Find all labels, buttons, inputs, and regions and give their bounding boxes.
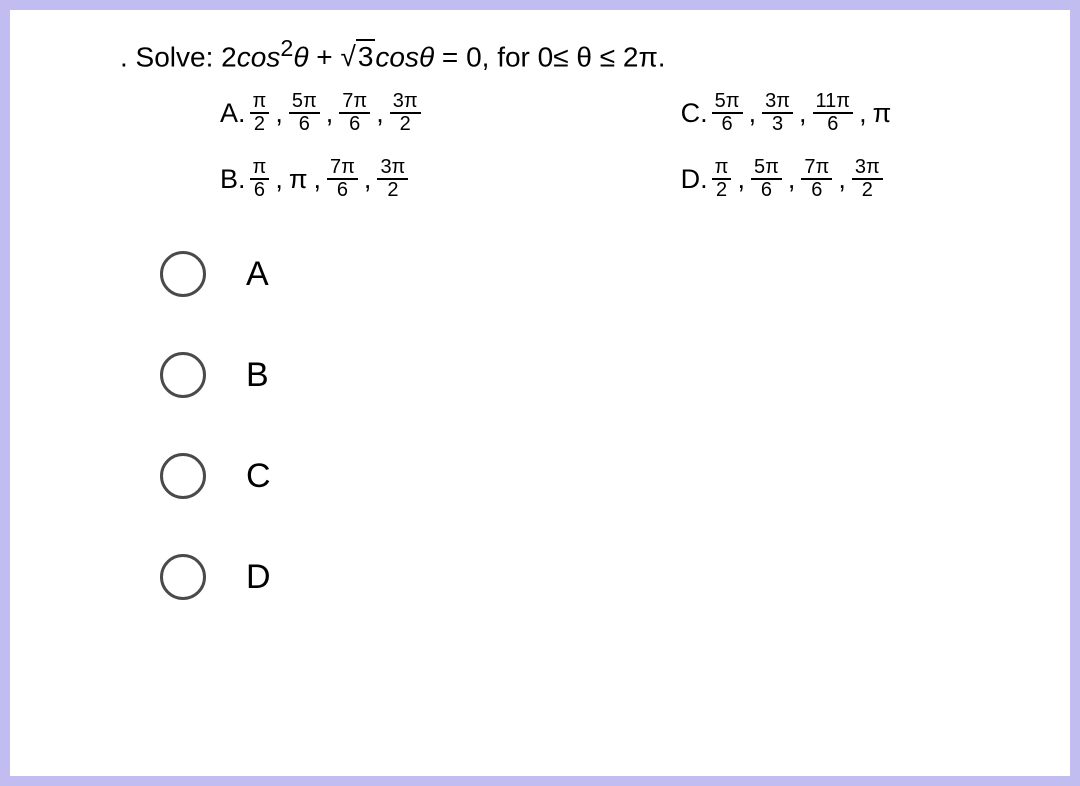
answer-grid: A.π2,5π6,7π6,3π2 B.π6,π,7π6,3π2 C.5π6,3π… (120, 91, 1010, 201)
q-term2: cosθ (375, 41, 434, 72)
q-domain: for 0≤ θ ≤ 2π. (497, 41, 665, 72)
option-label-c: C (246, 457, 271, 496)
sqrt-inner: 3 (356, 39, 376, 72)
radio-d[interactable] (160, 554, 206, 600)
choice-b: B.π6,π,7π6,3π2 (220, 157, 421, 201)
choice-c: C.5π6,3π3,11π6,π (681, 91, 892, 135)
choice-a: A.π2,5π6,7π6,3π2 (220, 91, 421, 135)
option-a[interactable]: A (160, 251, 1010, 297)
radio-a[interactable] (160, 251, 206, 297)
option-d[interactable]: D (160, 554, 1010, 600)
option-label-b: B (246, 356, 269, 395)
sqrt-symbol: √3 (340, 41, 375, 73)
option-b[interactable]: B (160, 352, 1010, 398)
choice-d: D.π2,5π6,7π6,3π2 (681, 157, 892, 201)
radio-b[interactable] (160, 352, 206, 398)
option-label-a: A (246, 255, 269, 294)
options-list: A B C D (120, 251, 1010, 600)
q-plus: + (309, 41, 341, 72)
q-coeff1: 2 (221, 41, 237, 72)
q-eqzero: = 0, (434, 41, 497, 72)
q-var1: θ (293, 41, 308, 72)
radio-c[interactable] (160, 453, 206, 499)
q-term1: cos (237, 41, 281, 72)
q-exp1: 2 (280, 35, 293, 61)
question-text: . Solve: 2cos2θ + √3cosθ = 0, for 0≤ θ ≤… (120, 35, 1010, 73)
answer-col-right: C.5π6,3π3,11π6,π D.π2,5π6,7π6,3π2 (681, 91, 892, 201)
q-prefix: . Solve: (120, 41, 221, 72)
option-c[interactable]: C (160, 453, 1010, 499)
answer-col-left: A.π2,5π6,7π6,3π2 B.π6,π,7π6,3π2 (220, 91, 421, 201)
option-label-d: D (246, 558, 271, 597)
